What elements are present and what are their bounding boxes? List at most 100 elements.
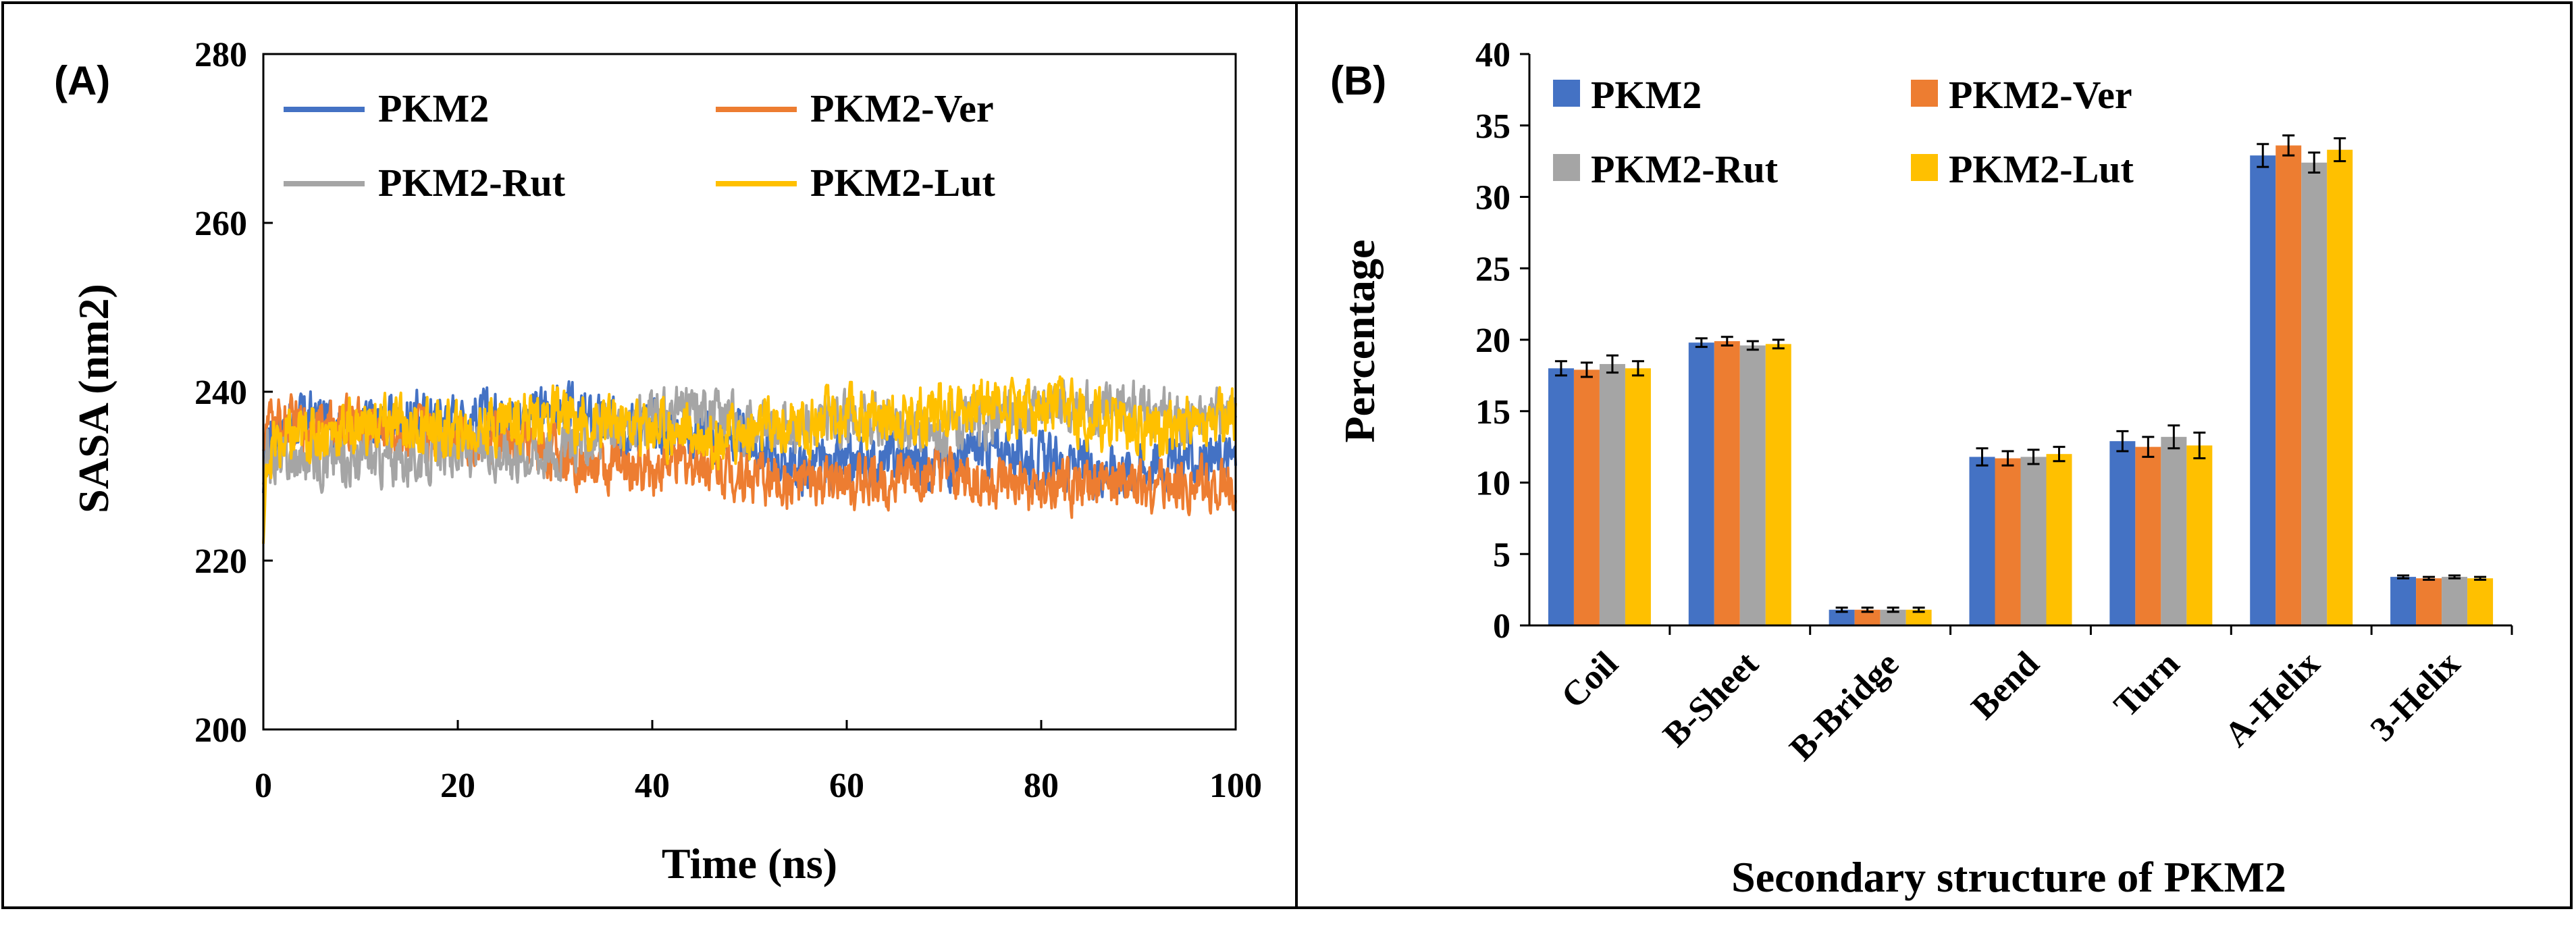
category-label-turn: Turn bbox=[2107, 644, 2187, 725]
error-bar-pkm2-rut-3-helix bbox=[2448, 574, 2461, 580]
legend-label-pkm2-ver: PKM2-Ver bbox=[1949, 73, 2132, 117]
panel-a-x-ticks: 0 20 40 60 80 100 bbox=[255, 720, 1262, 805]
panel-a-x-axis-label: Time (ns) bbox=[662, 840, 837, 888]
bar-pkm2-rut-b-sheet bbox=[1739, 345, 1766, 625]
error-bar-pkm2-lut-bend bbox=[2053, 446, 2066, 463]
bar-pkm2-turn bbox=[2109, 441, 2136, 625]
error-bar-pkm2-turn bbox=[2116, 430, 2129, 453]
bar-pkm2-b-sheet bbox=[1688, 342, 1714, 625]
bar-pkm2-lut-bend bbox=[2046, 454, 2072, 625]
panel-b-y-tick-label: 0 bbox=[1493, 607, 1510, 646]
panel-b-label: (B) bbox=[1330, 58, 1386, 103]
panel-a-y-tick-label: 280 bbox=[194, 36, 247, 74]
panel-a-x-tick-label: 20 bbox=[440, 767, 475, 805]
error-bar-pkm2-a-helix bbox=[2257, 143, 2269, 168]
error-bar-pkm2-coil bbox=[1554, 360, 1567, 377]
error-bar-pkm2-lut-a-helix bbox=[2334, 137, 2346, 163]
bar-pkm2-ver-a-helix bbox=[2276, 145, 2302, 626]
panel-b-bars bbox=[1548, 145, 2494, 626]
error-bar-pkm2-lut-b-bridge bbox=[1912, 607, 1925, 613]
panel-b-category-labels: Coil B-Sheet B-Bridge Bend Turn A-Helix 3-Heli… bbox=[1554, 625, 2513, 768]
panel-a-y-tick-label: 220 bbox=[194, 542, 247, 581]
error-bar-pkm2-lut-turn bbox=[2193, 431, 2206, 460]
panel-b-y-tick-label: 20 bbox=[1475, 321, 1510, 360]
bar-pkm2-rut-turn bbox=[2161, 436, 2187, 625]
bar-pkm2-rut-a-helix bbox=[2301, 162, 2328, 626]
error-bar-pkm2-ver-3-helix bbox=[2423, 575, 2436, 581]
error-bar-pkm2-lut-coil bbox=[1631, 360, 1644, 377]
error-bar-pkm2-ver-turn bbox=[2142, 436, 2155, 458]
bar-pkm2-ver-b-bridge bbox=[1854, 609, 1881, 625]
error-bar-pkm2-rut-b-bridge bbox=[1887, 607, 1899, 613]
legend-label-pkm2-lut: PKM2-Lut bbox=[810, 161, 996, 205]
error-bar-pkm2-lut-b-sheet bbox=[1772, 338, 1785, 350]
panel-a-x-tick-label: 80 bbox=[1024, 767, 1059, 805]
error-bar-pkm2-rut-coil bbox=[1606, 354, 1619, 374]
panel-b-error-bars bbox=[1554, 134, 2487, 613]
legend-swatch-pkm2-ver bbox=[1911, 80, 1938, 107]
error-bar-pkm2-ver-b-bridge bbox=[1861, 607, 1874, 613]
error-bar-pkm2-b-sheet bbox=[1695, 337, 1708, 349]
category-label-a-helix: A-Helix bbox=[2217, 644, 2328, 754]
panel-a-x-tick-label: 60 bbox=[829, 767, 864, 805]
panel-b-legend: PKM2 PKM2-Ver PKM2-Rut PKM2-Lut bbox=[1553, 73, 2134, 191]
panel-a-x-tick-label: 0 bbox=[255, 767, 272, 805]
error-bar-pkm2-rut-bend bbox=[2027, 448, 2040, 465]
error-bar-pkm2-ver-b-sheet bbox=[1720, 336, 1733, 346]
bar-pkm2-3-helix bbox=[2390, 577, 2417, 625]
panel-b-y-axis-label: Percentage bbox=[1336, 240, 1384, 443]
bar-pkm2-lut-b-sheet bbox=[1765, 344, 1791, 625]
bar-pkm2-ver-coil bbox=[1573, 369, 1600, 625]
panel-a-legend: PKM2 PKM2-Ver PKM2-Rut PKM2-Lut bbox=[284, 86, 996, 205]
legend-label-pkm2-rut: PKM2-Rut bbox=[378, 161, 566, 205]
category-label-bend: Bend bbox=[1964, 644, 2047, 727]
panel-b-y-tick-label: 40 bbox=[1475, 36, 1510, 74]
panel-a-y-ticks: 200 220 240 260 280 bbox=[194, 36, 273, 750]
bar-pkm2-lut-turn bbox=[2186, 445, 2213, 625]
error-bar-pkm2-3-helix bbox=[2397, 574, 2410, 580]
panel-b-y-tick-label: 15 bbox=[1475, 393, 1510, 432]
category-label-3-helix: 3-Helix bbox=[2363, 644, 2468, 749]
panel-a-y-tick-label: 240 bbox=[194, 374, 247, 412]
panel-a-y-tick-label: 200 bbox=[194, 711, 247, 750]
bar-pkm2-rut-3-helix bbox=[2442, 577, 2468, 625]
legend-swatch-pkm2 bbox=[1553, 80, 1580, 107]
bar-pkm2-lut-a-helix bbox=[2327, 149, 2353, 625]
legend-swatch-pkm2-lut bbox=[1911, 154, 1938, 181]
bar-pkm2-ver-bend bbox=[1995, 458, 2021, 625]
legend-label-pkm2-rut: PKM2-Rut bbox=[1591, 147, 1779, 191]
panel-a-x-tick-label: 100 bbox=[1209, 767, 1262, 805]
category-label-b-bridge: B-Bridge bbox=[1783, 644, 1906, 768]
panel-a-y-tick-label: 260 bbox=[194, 205, 247, 243]
panel-a-x-tick-label: 40 bbox=[635, 767, 670, 805]
panel-a-plot-area bbox=[262, 53, 1237, 731]
panel-b-y-tick-label: 35 bbox=[1475, 107, 1510, 146]
error-bar-pkm2-lut-3-helix bbox=[2474, 575, 2487, 581]
error-bar-pkm2-rut-b-sheet bbox=[1746, 340, 1759, 351]
category-label-b-sheet: B-Sheet bbox=[1656, 644, 1766, 754]
panel-b-y-tick-label: 5 bbox=[1493, 536, 1510, 574]
bar-pkm2-ver-3-helix bbox=[2416, 578, 2442, 625]
bar-pkm2-coil bbox=[1548, 368, 1574, 625]
bar-pkm2-bend bbox=[1969, 457, 1995, 625]
error-bar-pkm2-ver-a-helix bbox=[2282, 134, 2295, 157]
legend-swatch-pkm2-rut bbox=[1553, 154, 1580, 181]
bar-pkm2-a-helix bbox=[2250, 155, 2276, 626]
bar-pkm2-lut-b-bridge bbox=[1905, 609, 1932, 625]
bar-pkm2-b-bridge bbox=[1829, 609, 1855, 625]
legend-label-pkm2-lut: PKM2-Lut bbox=[1949, 147, 2134, 191]
bar-pkm2-ver-b-sheet bbox=[1714, 341, 1740, 625]
error-bar-pkm2-bend bbox=[1976, 447, 1989, 467]
panel-a-y-axis-label: SASA (nm2) bbox=[70, 284, 117, 513]
error-bar-pkm2-ver-bend bbox=[2001, 450, 2014, 467]
legend-label-pkm2: PKM2 bbox=[378, 86, 489, 130]
panel-b-secondary-structure-chart: (B) 0 5 10 15 20 25 30 35 40 Coil B-Sheet B-Bridge… bbox=[1330, 36, 2513, 901]
bar-pkm2-rut-coil bbox=[1599, 363, 1625, 625]
panel-a-series-lines bbox=[262, 375, 1237, 544]
error-bar-pkm2-ver-coil bbox=[1580, 361, 1593, 378]
category-label-coil: Coil bbox=[1554, 644, 1626, 716]
panel-b-y-tick-label: 25 bbox=[1475, 250, 1510, 288]
series-line-pkm2-lut bbox=[262, 375, 1237, 544]
panel-b-y-tick-label: 10 bbox=[1475, 465, 1510, 503]
legend-label-pkm2-ver: PKM2-Ver bbox=[810, 86, 994, 130]
